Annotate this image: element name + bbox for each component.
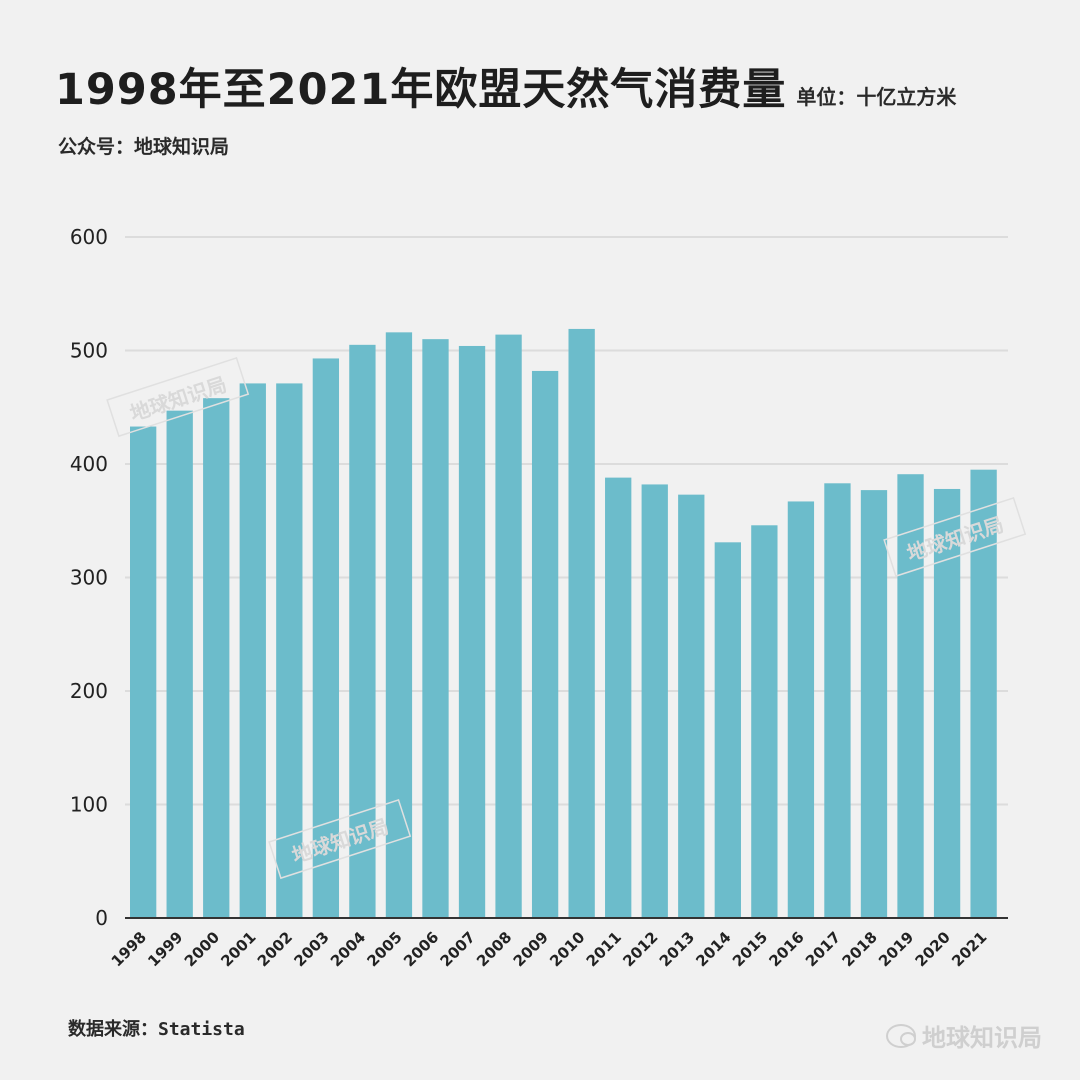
bar [239,383,266,918]
bar [495,334,522,918]
bar [933,488,961,918]
bar [860,490,888,918]
bar [787,501,815,918]
y-tick-label: 0 [95,906,108,930]
bar [897,474,924,918]
bar [641,484,668,918]
x-tick-label: 2019 [875,928,917,970]
bar [385,332,413,919]
x-tick-label: 2021 [948,928,990,970]
x-tick-label: 2008 [473,928,515,970]
unit-label: 单位：十亿立方米 [796,85,957,109]
x-tick-label: 2003 [290,928,332,970]
x-tick-label: 2020 [912,928,954,970]
bar [276,383,303,918]
x-tick-label: 2006 [400,928,442,970]
x-tick-label: 2010 [546,928,588,970]
x-tick-label: 2005 [364,928,406,970]
bar [349,344,376,918]
bar [203,398,230,918]
x-tick-label: 1999 [144,928,186,970]
x-tick-label: 2017 [802,928,844,970]
bar [824,483,851,918]
watermark: 地球知识局 [883,497,1027,578]
watermark-frame [268,799,412,880]
bar [422,339,449,918]
bar [678,494,705,918]
x-tick-label: 2009 [510,928,552,970]
y-tick-label: 400 [70,452,108,476]
subtitle: 公众号：地球知识局 [58,136,230,158]
x-tick-label: 2007 [437,928,479,970]
bar [458,345,486,919]
chart-title: 1998年至2021年欧盟天然气消费量 [55,65,787,115]
watermark-frame [883,497,1027,578]
x-tick-label: 2018 [839,928,881,970]
x-tick-label: 2012 [619,928,661,970]
brand-label: 地球知识局 [922,1024,1042,1052]
bar [568,328,595,918]
bar [130,426,157,918]
x-tick-label: 2015 [729,928,771,970]
bar [751,525,778,918]
y-tick-label: 500 [70,339,108,363]
bar [531,370,559,918]
x-tick-label: 2002 [254,928,296,970]
x-tick-label: 2011 [583,928,625,970]
wechat-icon [886,1023,916,1048]
title-row: 1998年至2021年欧盟天然气消费量 单位：十亿立方米 [55,55,956,117]
y-tick-label: 200 [70,679,108,703]
x-tick-label: 2013 [656,928,698,970]
y-tick-label: 600 [70,225,108,249]
x-tick-label: 2000 [181,928,223,970]
watermark-text: 地球知识局 [289,814,392,868]
x-tick-label: 1998 [108,928,150,970]
bar [166,410,193,918]
bar [605,477,632,918]
x-tick-label: 2001 [217,928,259,970]
y-tick-label: 300 [70,566,108,590]
watermark-frame [106,357,250,438]
x-tick-label: 2004 [327,928,369,970]
x-tick-label: 2014 [692,928,734,970]
x-tick-label: 2016 [765,928,807,970]
source-label: 数据来源：Statista [68,1019,245,1040]
bar [714,542,741,918]
y-tick-label: 100 [70,793,108,817]
brand-watermark: 地球知识局 [886,1018,1042,1053]
bar [312,358,340,918]
